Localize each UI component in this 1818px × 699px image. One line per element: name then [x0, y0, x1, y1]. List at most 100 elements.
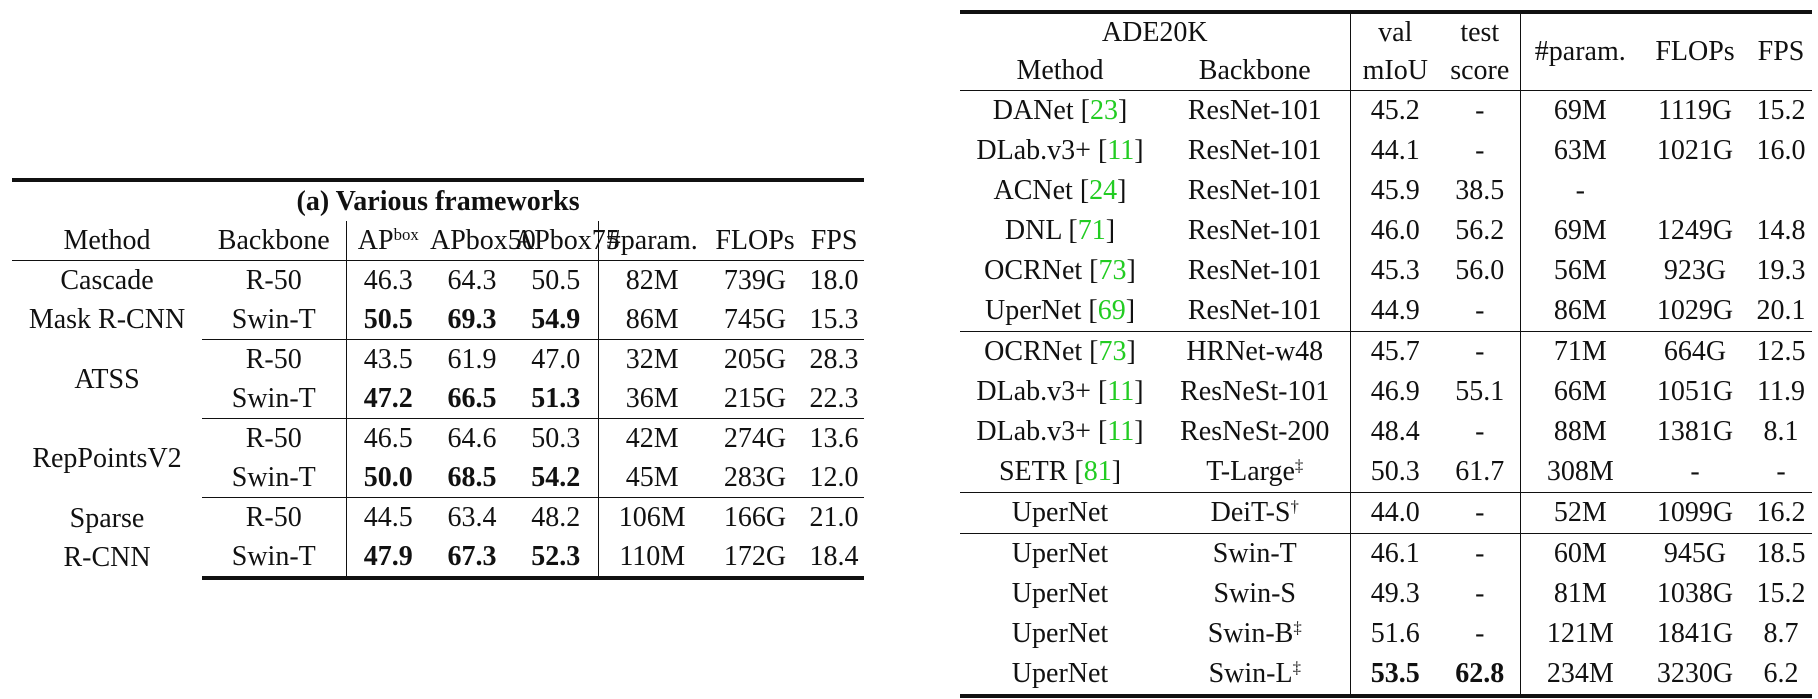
col-header-backbone: Backbone [1160, 52, 1351, 91]
test-score-cell: 61.7 [1440, 452, 1521, 493]
table-row: UperNet [69] ResNet-101 44.9-86M 1029G 20.1 [960, 291, 1813, 332]
flops-cell: 1029G [1640, 291, 1751, 332]
citation-link[interactable]: 69 [1097, 295, 1126, 326]
method-cell: ATSS [12, 340, 202, 419]
backbone-cell: Swin-T [202, 379, 347, 419]
method-cell: Sparse R-CNN [12, 498, 202, 579]
fps-cell: 18.4 [804, 537, 865, 580]
citation-link[interactable]: 73 [1098, 255, 1127, 286]
frameworks-table: (a) Various frameworks Method Backbone A… [12, 178, 865, 580]
ap75-cell: 48.2 [514, 497, 599, 537]
citation-link[interactable]: 81 [1083, 456, 1112, 487]
citation-link[interactable]: 24 [1089, 175, 1118, 206]
ap75-cell: 54.9 [514, 300, 599, 340]
val-miou-cell: 45.9 [1370, 175, 1420, 206]
flops-cell: 1099G [1640, 492, 1751, 534]
table-caption: (a) Various frameworks [12, 178, 865, 221]
ap75-cell: 51.3 [514, 379, 599, 419]
flops-cell: 274G [723, 423, 787, 454]
footnote-mark: ‡ [1293, 617, 1302, 637]
flops-cell [1640, 171, 1750, 211]
param-cell: 63M [1553, 135, 1607, 166]
flops-cell: 1119G [1657, 95, 1733, 126]
ap50-cell: 68.5 [430, 458, 514, 498]
table-row: Cascade Mask R-CNN R-50 46.3 64.3 50.5 82M 739G… [12, 260, 864, 335]
col-header-fps: FPS [804, 221, 865, 261]
fps-cell: 12.0 [804, 458, 865, 498]
backbone-label: ResNet-101 [1187, 215, 1322, 246]
fps-cell: 15.2 [1756, 95, 1806, 126]
backbone-label: DeiT-S [1210, 497, 1291, 528]
fps-cell: 19.3 [1756, 255, 1806, 286]
param-cell: 110M [598, 537, 706, 580]
citation-link[interactable]: 11 [1107, 135, 1135, 166]
fps-cell: 18.0 [809, 265, 859, 296]
fps-cell: 20.1 [1750, 291, 1813, 332]
param-cell: 52M [1520, 492, 1641, 534]
col-header-fps: FPS [1750, 10, 1813, 91]
citation-link[interactable]: 11 [1107, 416, 1135, 447]
val-miou-cell: 44.1 [1370, 135, 1420, 166]
citation-link[interactable]: 71 [1077, 215, 1106, 246]
backbone-label: HRNet-w48 [1186, 336, 1324, 367]
citation-link[interactable]: 11 [1107, 376, 1135, 407]
fps-cell: 14.8 [1756, 215, 1806, 246]
table-row: Swin-T 50.0 68.5 54.2 45M 283G 12.0 [12, 458, 865, 498]
flops-cell: 172G [706, 537, 804, 580]
citation-link[interactable]: 23 [1089, 95, 1118, 126]
col-header-ap: APbox [346, 221, 430, 261]
method-label: UperNet [1011, 618, 1109, 649]
col-header-method: Method [12, 221, 202, 261]
table-row: UperNet DeiT-S† 44.0-52M 1099G 16.2 [960, 492, 1813, 534]
method-cell: UperNet [960, 654, 1160, 698]
ref-bracket: [ [1089, 336, 1099, 367]
fps-cell: 28.3 [809, 344, 859, 375]
param-cell: 69M [1553, 95, 1607, 126]
method-cell: DLab.v3+ [11] [960, 372, 1160, 412]
flops-cell: 215G [706, 379, 804, 419]
citation-link[interactable]: 73 [1098, 336, 1127, 367]
ref-bracket: [ [1068, 215, 1078, 246]
method-label: OCRNet [984, 255, 1090, 286]
param-cell: 234M [1520, 654, 1641, 698]
ap50-cell: 69.3 [430, 300, 514, 340]
ref-bracket: ] [1126, 255, 1136, 286]
backbone-cell: HRNet-w48 [1160, 331, 1351, 372]
val-miou-cell: 53.5 [1350, 654, 1441, 698]
frameworks-table-body: Cascade Mask R-CNN R-50 46.3 64.3 50.5 82M 739G… [12, 260, 865, 580]
backbone-cell: ResNet-101 [1160, 251, 1351, 291]
val-miou-cell: 44.0 [1350, 492, 1441, 534]
method-cell: UperNet [960, 492, 1160, 534]
method-cell: UperNet [960, 534, 1160, 575]
method-cell: ACNet [24] [960, 171, 1160, 211]
method-cell: Cascade Mask R-CNN [12, 261, 202, 340]
backbone-cell: R-50 [202, 339, 347, 379]
backbone-cell: ResNet-101 [1160, 211, 1351, 251]
backbone-cell: R-50 [202, 418, 347, 458]
method-label: UperNet [1011, 658, 1109, 689]
param-cell: 308M [1520, 452, 1641, 493]
table-row: UperNet Swin-L‡ 53.5 62.8 234M 3230G 6.2 [960, 654, 1813, 698]
param-cell: 121M [1546, 618, 1614, 649]
ap-cell: 46.5 [363, 423, 413, 454]
ref-bracket: ] [1134, 376, 1144, 407]
flops-cell: 205G [723, 344, 787, 375]
col-header-backbone: Backbone [202, 221, 347, 261]
param-cell: 66M [1553, 376, 1607, 407]
param-cell: 71M [1553, 336, 1607, 367]
ade20k-table: ADE20K val test #param. FLOPs FPS Method… [960, 10, 1813, 698]
test-score-cell: - [1440, 492, 1521, 534]
ref-bracket: ] [1125, 295, 1136, 326]
table-row: Swin-T 50.5 69.3 54.9 86M 745G 15.3 [12, 300, 865, 340]
table-row: DANet [23] ResNet-101 45.2- 69M 1119G 15.2 [960, 90, 1812, 131]
flops-cell: - [1640, 452, 1751, 493]
backbone-cell: ResNet-101 [1160, 171, 1351, 211]
val-miou-cell: 46.0 [1370, 215, 1420, 246]
backbone-cell: T-Large‡ [1160, 452, 1351, 493]
ap50-cell: 64.3 [447, 265, 497, 296]
fps-cell: 15.2 [1756, 578, 1806, 609]
fps-cell: 22.3 [804, 379, 865, 419]
val-miou-cell: 48.4 [1370, 416, 1420, 447]
test-score-cell: - [1440, 533, 1521, 574]
method-cell: DLab.v3+ [11] [960, 412, 1160, 452]
